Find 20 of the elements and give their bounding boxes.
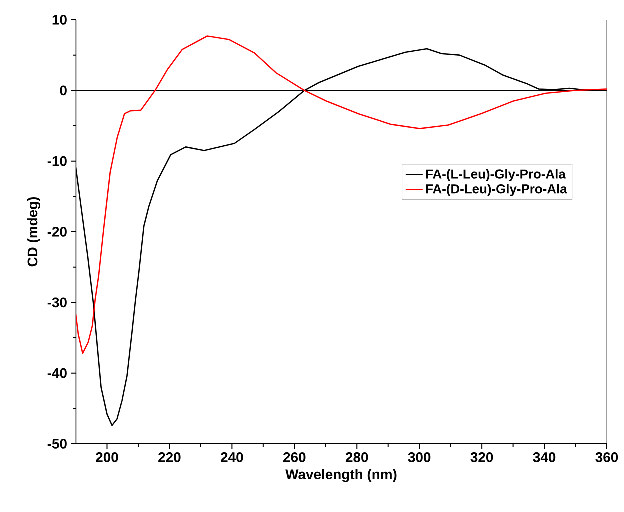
y-tick-label: -50 [48,439,67,449]
x-axis-title: Wavelength (nm) [286,469,397,482]
y-tick-label: -10 [48,156,67,166]
y-tick-label: 10 [52,15,67,25]
x-tick-label: 340 [533,452,556,462]
y-tick-label: 0 [60,86,67,96]
x-tick-label: 300 [408,452,431,462]
y-tick-label: -30 [48,298,67,308]
y-axis-title: CD (mdeg) [27,197,40,267]
x-tick-label: 200 [96,452,118,462]
legend-label: FA-(D-Leu)-Gly-Pro-Ala [426,184,568,196]
x-tick-label: 260 [284,452,306,462]
x-tick-label: 360 [596,452,618,462]
y-tick-label: -20 [48,227,67,237]
y-tick-label: -40 [48,368,67,378]
legend-label: FA-(L-Leu)-Gly-Pro-Ala [426,169,566,182]
x-tick-label: 320 [470,452,494,462]
x-tick-label: 220 [158,452,181,462]
x-tick-label: 240 [221,452,244,462]
x-tick-label: 280 [346,452,368,462]
